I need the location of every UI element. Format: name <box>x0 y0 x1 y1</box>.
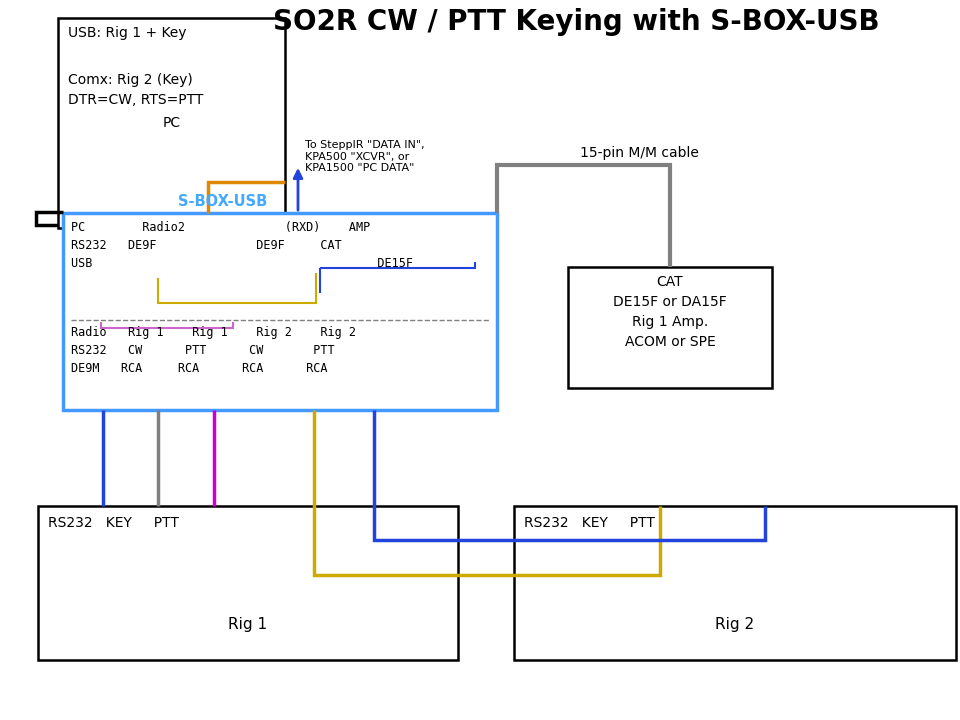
Text: 15-pin M/M cable: 15-pin M/M cable <box>580 146 699 160</box>
Text: CAT: CAT <box>657 275 684 289</box>
Text: PC        Radio2              (RXD)    AMP: PC Radio2 (RXD) AMP <box>71 221 371 234</box>
Bar <box>63 213 497 410</box>
Text: DTR=CW, RTS=PTT: DTR=CW, RTS=PTT <box>68 93 204 107</box>
Text: RS232   KEY     PTT: RS232 KEY PTT <box>524 516 655 530</box>
Text: ACOM or SPE: ACOM or SPE <box>625 335 715 349</box>
Bar <box>514 506 956 660</box>
Text: To SteppIR "DATA IN",
KPA500 "XCVR", or
KPA1500 "PC DATA": To SteppIR "DATA IN", KPA500 "XCVR", or … <box>305 140 424 174</box>
Text: Rig 1: Rig 1 <box>228 617 268 632</box>
Text: DE9M   RCA     RCA      RCA      RCA: DE9M RCA RCA RCA RCA <box>71 362 327 375</box>
Text: USB: Rig 1 + Key: USB: Rig 1 + Key <box>68 26 186 40</box>
Text: SO2R CW / PTT Keying with S-BOX-USB: SO2R CW / PTT Keying with S-BOX-USB <box>273 8 879 36</box>
Text: RS232   DE9F              DE9F     CAT: RS232 DE9F DE9F CAT <box>71 239 342 252</box>
Text: Radio   Rig 1    Rig 1    Rig 2    Rig 2: Radio Rig 1 Rig 1 Rig 2 Rig 2 <box>71 326 356 339</box>
Text: Rig 2: Rig 2 <box>715 617 755 632</box>
Text: Rig 1 Amp.: Rig 1 Amp. <box>632 315 708 329</box>
Bar <box>568 267 772 388</box>
Text: Comx: Rig 2 (Key): Comx: Rig 2 (Key) <box>68 73 193 87</box>
Text: RS232   KEY     PTT: RS232 KEY PTT <box>48 516 179 530</box>
Text: USB                                        DE15F: USB DE15F <box>71 257 413 270</box>
Text: DE15F or DA15F: DE15F or DA15F <box>613 295 727 309</box>
Text: RS232   CW      PTT      CW       PTT: RS232 CW PTT CW PTT <box>71 344 335 357</box>
Text: S-BOX-USB: S-BOX-USB <box>178 194 267 209</box>
Bar <box>58 18 285 228</box>
Text: PC: PC <box>162 116 180 130</box>
Bar <box>38 506 458 660</box>
